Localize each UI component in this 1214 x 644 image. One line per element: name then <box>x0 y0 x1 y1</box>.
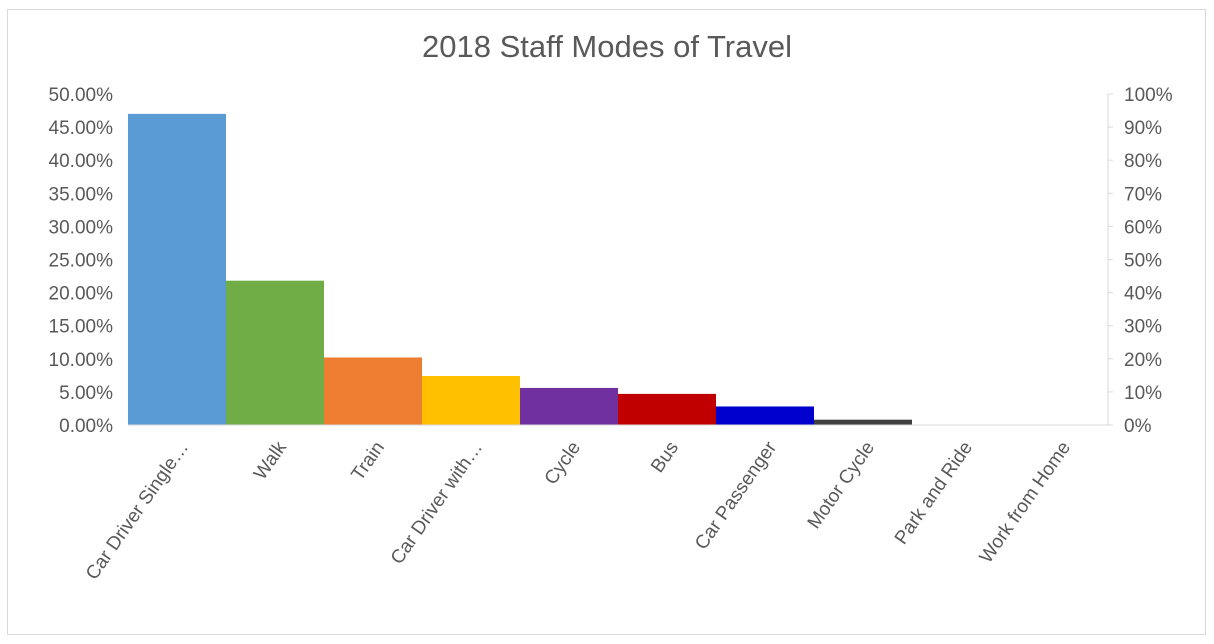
y2-tick-label-7: 70% <box>1124 184 1162 205</box>
x-tick-label-6: Car Passenger <box>691 437 781 553</box>
y2-tick-label-3: 30% <box>1124 317 1162 338</box>
left-axis: 0.00% 5.00% 10.00% 15.00% 20.00% 25.00% 30.00%… <box>49 85 114 437</box>
bar-3 <box>422 376 520 425</box>
y2-tick-label-1: 10% <box>1124 383 1162 404</box>
x-tick-label-3: Car Driver with… <box>387 438 487 569</box>
y-tick-label-4: 20.00% <box>49 284 114 305</box>
bar-1 <box>226 280 324 425</box>
y-tick-label-9: 45.00% <box>49 118 114 139</box>
y2-tick-label-4: 40% <box>1124 284 1162 305</box>
x-tick-label-0: Car Driver Single… <box>82 438 193 584</box>
bar-7 <box>814 419 912 425</box>
y2-tick-label-5: 50% <box>1124 251 1162 272</box>
x-tick-label-8: Park and Ride <box>891 438 977 549</box>
x-tick-label-4: Cycle <box>541 438 585 489</box>
y-tick-label-3: 15.00% <box>49 317 114 338</box>
y2-tick-label-0: 0% <box>1124 416 1152 437</box>
bar-5 <box>618 393 716 425</box>
y2-tick-label-10: 100% <box>1124 85 1173 106</box>
bar-0 <box>128 113 226 426</box>
x-tick-label-7: Motor Cycle <box>804 438 879 533</box>
y-tick-label-7: 35.00% <box>49 184 114 205</box>
y-tick-label-5: 25.00% <box>49 251 114 272</box>
y-tick-label-0: 0.00% <box>59 416 113 437</box>
chart-title: 2018 Staff Modes of Travel <box>422 29 792 64</box>
y2-tick-label-2: 20% <box>1124 350 1162 371</box>
y-tick-label-6: 30.00% <box>49 217 114 238</box>
bar-4 <box>520 387 618 425</box>
x-tick-label-9: Work from Home <box>976 438 1075 567</box>
y-tick-label-2: 10.00% <box>49 350 114 371</box>
y2-tick-label-8: 80% <box>1124 151 1162 172</box>
bar-6 <box>716 406 814 425</box>
y-tick-label-8: 40.00% <box>49 151 114 172</box>
bar-2 <box>324 357 422 425</box>
x-tick-label-1: Walk <box>250 437 291 483</box>
y-tick-label-10: 50.00% <box>49 85 114 106</box>
bars-group <box>128 113 912 426</box>
x-tick-label-2: Train <box>347 438 389 485</box>
y2-tick-label-9: 90% <box>1124 118 1162 139</box>
y2-tick-label-6: 60% <box>1124 217 1162 238</box>
right-axis: 0% 10% 20% 30% 40% 50% 60% 70% 80% 90% 100% <box>1107 85 1173 437</box>
y-tick-label-1: 5.00% <box>59 383 113 404</box>
x-tick-label-5: Bus <box>647 438 683 477</box>
